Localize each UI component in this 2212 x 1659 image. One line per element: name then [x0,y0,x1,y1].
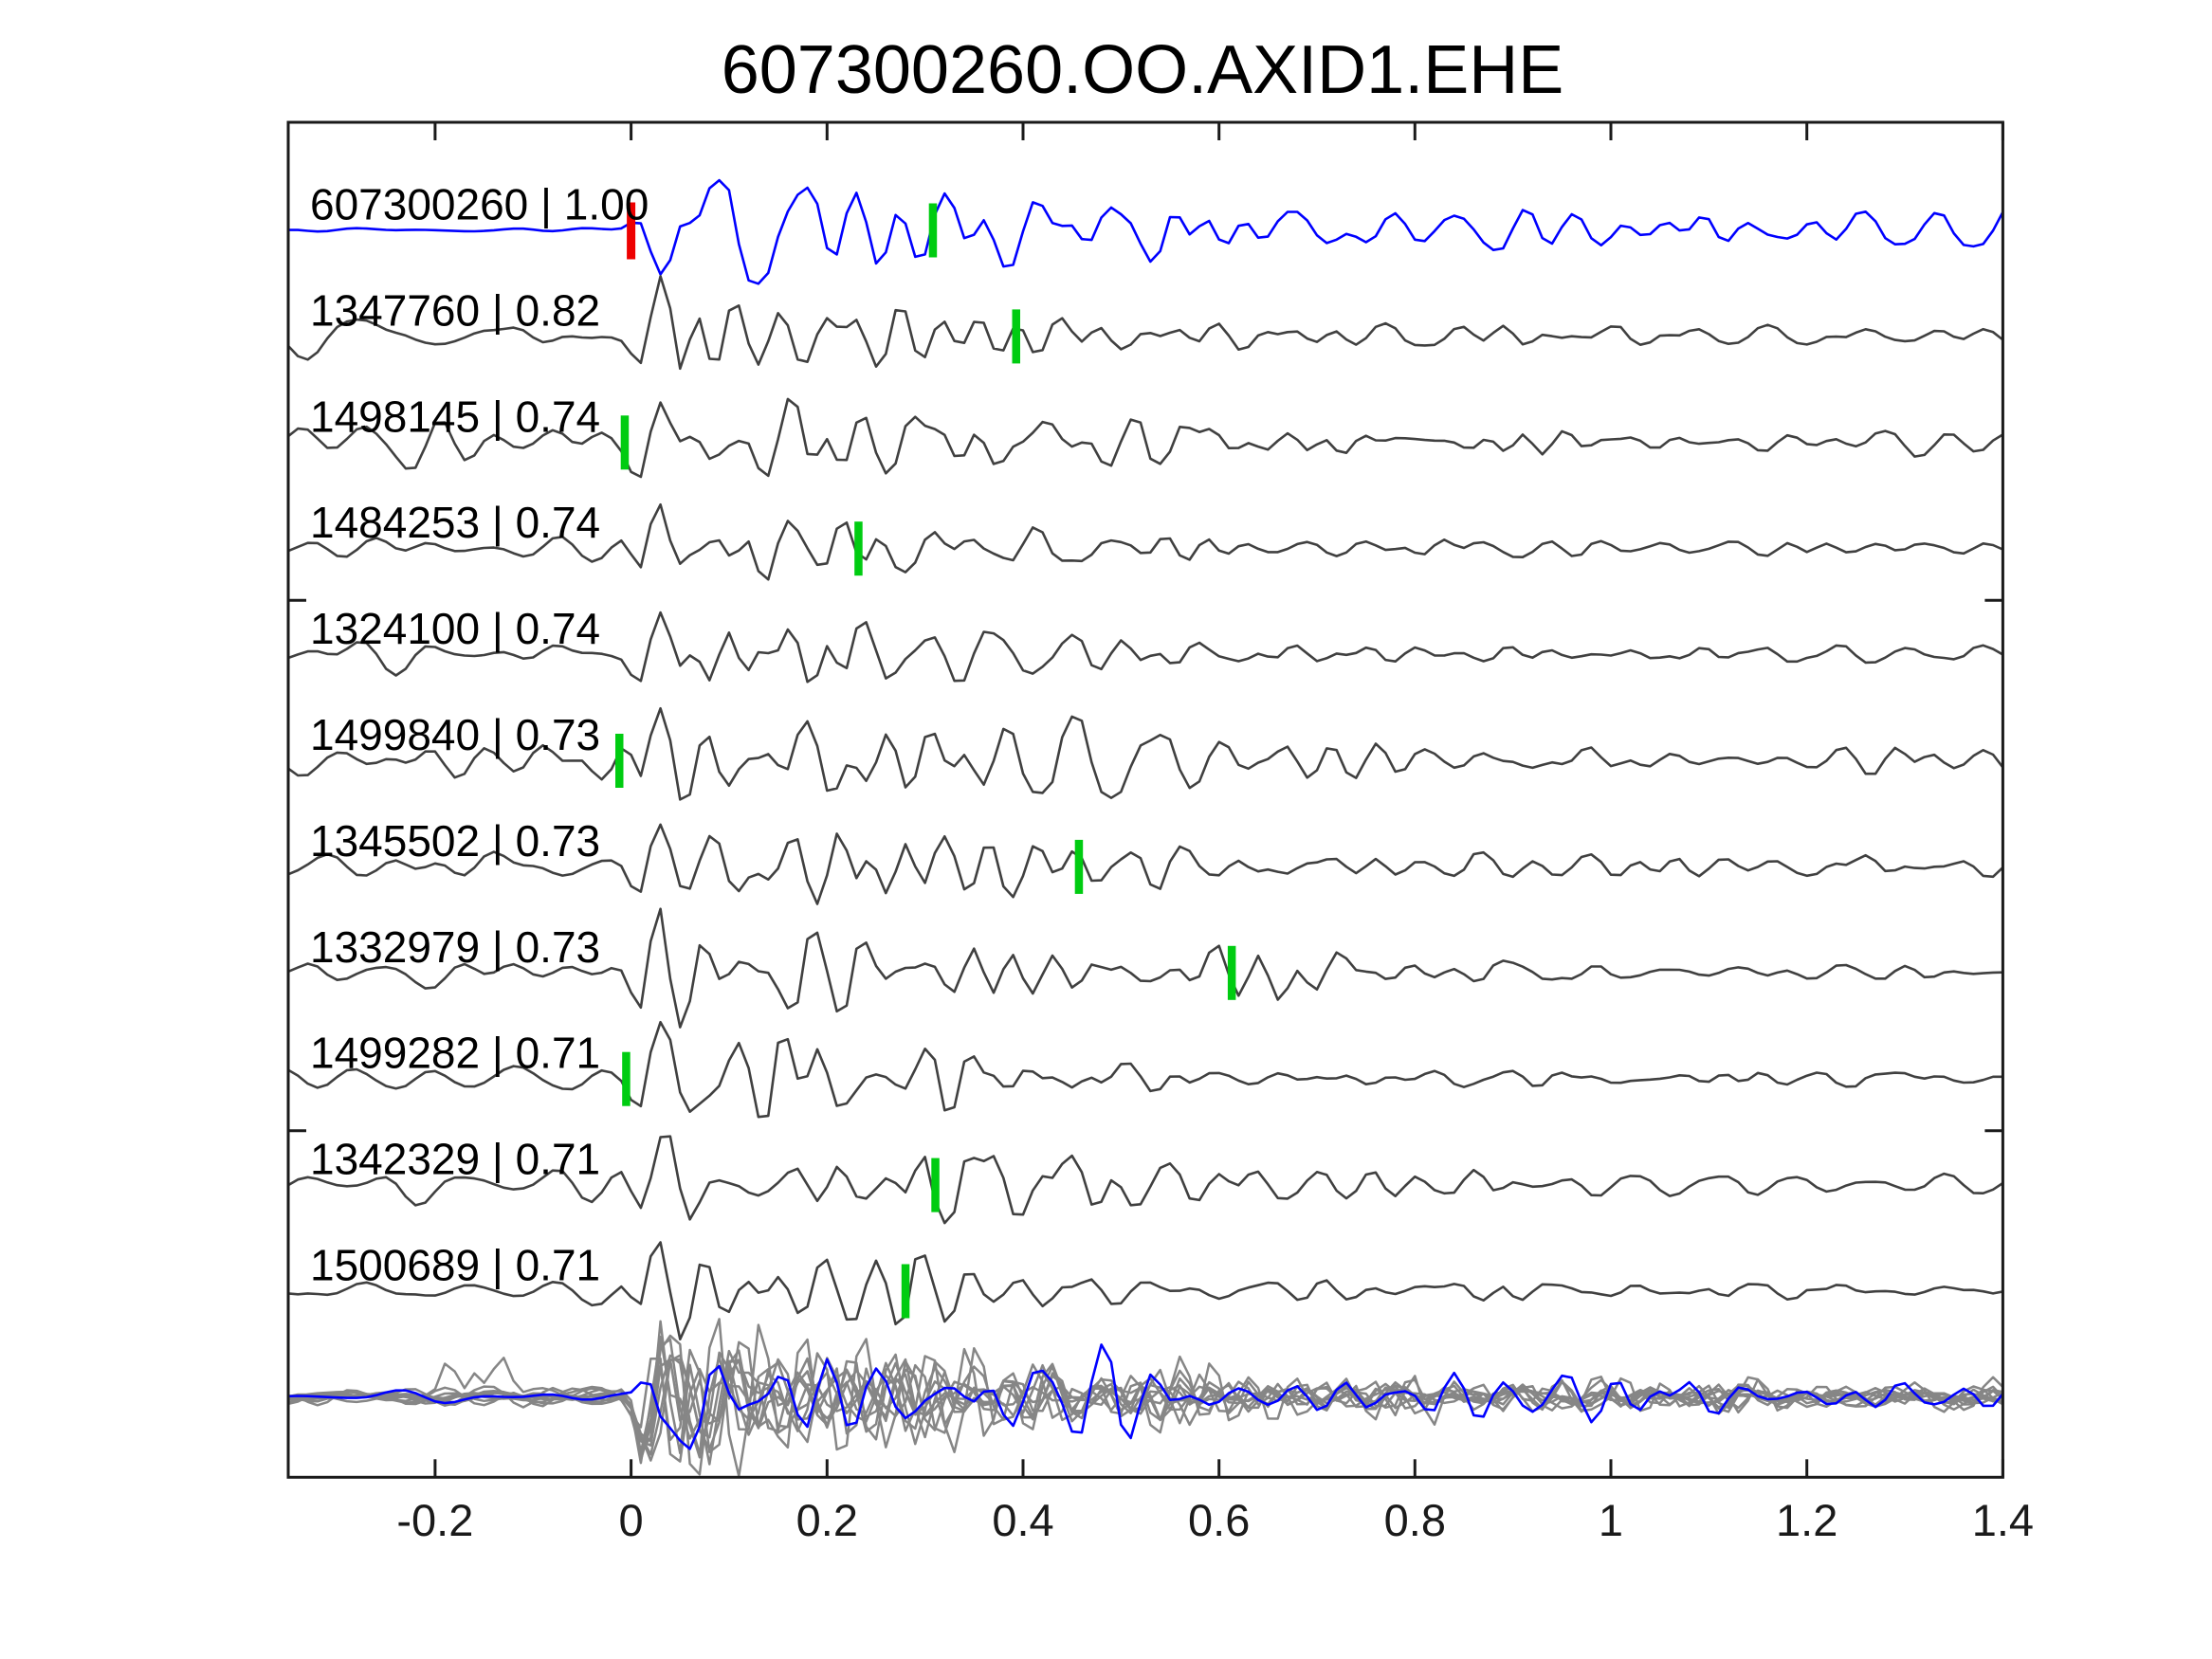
svg-text:1.4: 1.4 [1972,1495,2034,1545]
svg-text:1499282 | 0.71: 1499282 | 0.71 [310,1029,600,1078]
svg-text:0.8: 0.8 [1384,1495,1446,1545]
svg-text:1347760 | 0.82: 1347760 | 0.82 [310,285,600,335]
svg-text:607300260.OO.AXID1.EHE: 607300260.OO.AXID1.EHE [722,32,1564,108]
svg-text:-0.2: -0.2 [396,1495,473,1545]
svg-text:1484253 | 0.74: 1484253 | 0.74 [310,498,600,547]
svg-text:1345502 | 0.73: 1345502 | 0.73 [310,816,600,866]
svg-text:1342329 | 0.71: 1342329 | 0.71 [310,1135,600,1184]
svg-text:607300260 | 1.00: 607300260 | 1.00 [310,180,649,229]
svg-text:0.4: 0.4 [992,1495,1053,1545]
svg-text:0.2: 0.2 [796,1495,858,1545]
svg-text:0.6: 0.6 [1188,1495,1250,1545]
svg-text:1324100 | 0.74: 1324100 | 0.74 [310,604,600,653]
svg-text:1332979 | 0.73: 1332979 | 0.73 [310,922,600,972]
svg-text:1498145 | 0.74: 1498145 | 0.74 [310,392,600,441]
svg-text:0: 0 [619,1495,644,1545]
svg-text:1500689 | 0.71: 1500689 | 0.71 [310,1241,600,1290]
svg-text:1: 1 [1599,1495,1623,1545]
svg-text:1.2: 1.2 [1776,1495,1837,1545]
svg-text:1499840 | 0.73: 1499840 | 0.73 [310,710,600,759]
